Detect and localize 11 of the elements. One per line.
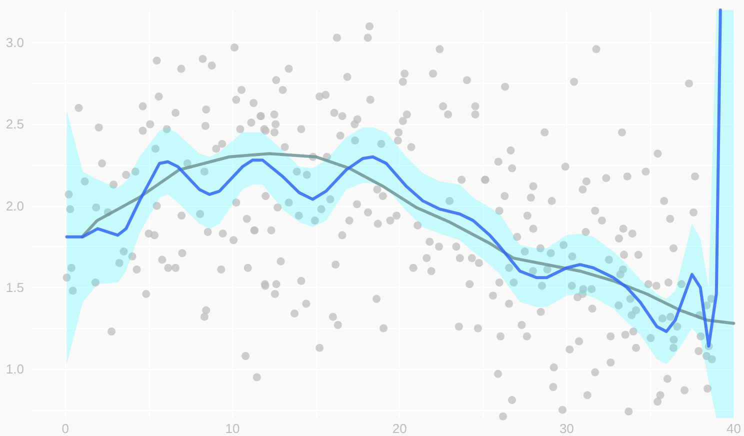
y-tick-label: 1.0 [6,362,24,377]
x-tick-label: 10 [225,421,240,436]
x-tick-label: 30 [559,421,574,436]
x-tick-label: 20 [392,421,407,436]
x-tick-label: 0 [62,421,70,436]
line-series [80,152,736,325]
y-tick-label: 3.0 [6,35,24,50]
y-tick-label: 1.5 [6,280,24,295]
y-tick-label: 2.0 [6,198,24,214]
x-tick-label: 40 [726,421,742,436]
y-tick-label: 2.5 [6,116,24,132]
